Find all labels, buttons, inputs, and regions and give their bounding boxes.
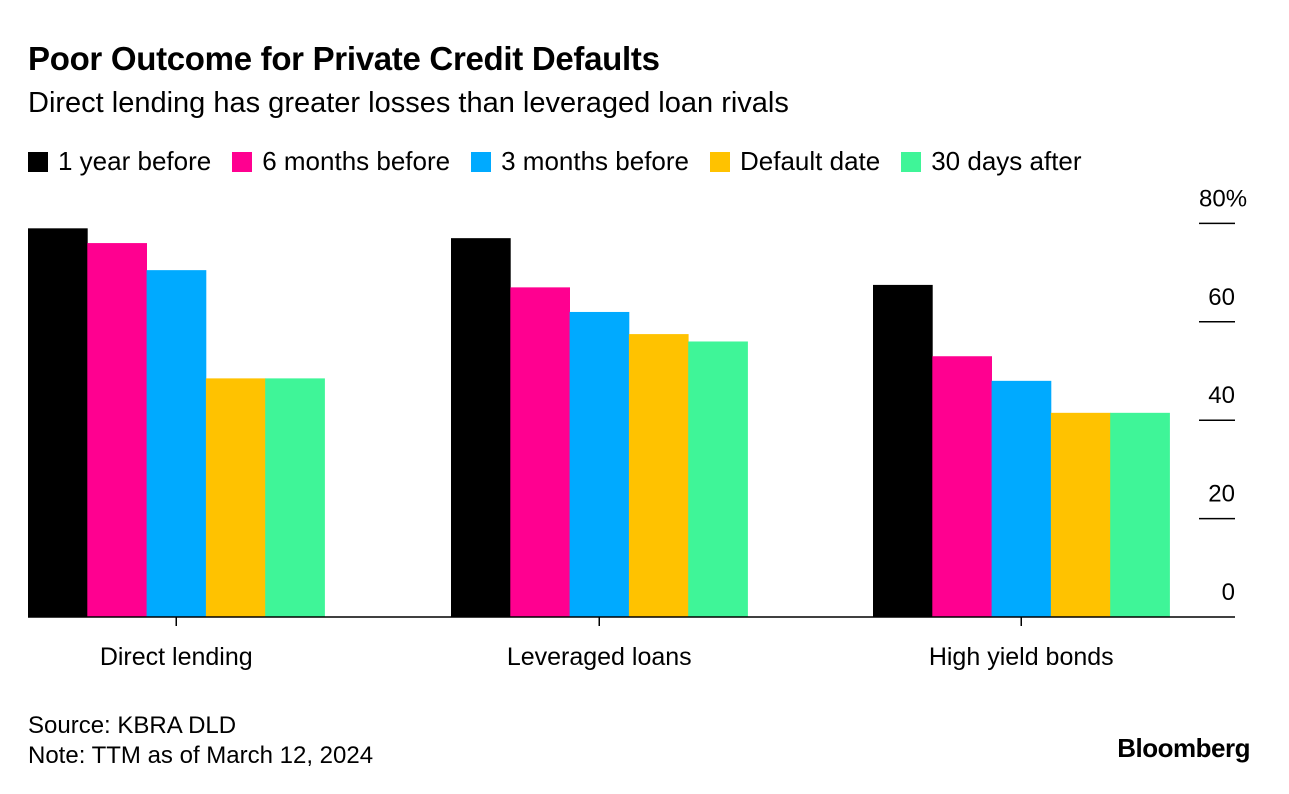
legend-item: 1 year before — [28, 146, 211, 177]
bar — [146, 270, 207, 617]
legend-label: 30 days after — [931, 146, 1082, 176]
bar — [451, 238, 511, 617]
bar — [1050, 412, 1111, 617]
y-tick-label: 0 — [1222, 579, 1235, 606]
bar — [932, 356, 992, 617]
legend-label: Default date — [740, 146, 881, 176]
legend-swatch — [901, 151, 922, 172]
note-text: Note: TTM as of March 12, 2024 — [28, 742, 374, 769]
legend-swatch — [28, 151, 48, 172]
x-tick-label: Leveraged loans — [507, 643, 692, 671]
bar — [628, 334, 689, 617]
legend-item: Default date — [710, 146, 880, 177]
bar — [28, 228, 88, 617]
source-text: Source: KBRA DLD — [28, 712, 237, 739]
legend-swatch — [710, 151, 730, 172]
source-notes: Source: KBRA DLD Note: TTM as of March 1… — [28, 711, 373, 771]
bar — [688, 341, 748, 617]
legend-label: 3 months before — [501, 146, 689, 176]
bloomberg-logo: Bloomberg — [1117, 733, 1250, 763]
chart-title: Poor Outcome for Private Credit Defaults — [28, 40, 660, 77]
legend-swatch — [232, 151, 253, 172]
chart-subtitle: Direct lending has greater losses than l… — [28, 87, 789, 119]
y-tick-label: 80% — [1199, 185, 1247, 212]
legend-label: 6 months before — [262, 146, 451, 176]
bar — [265, 378, 325, 617]
x-tick-label: Direct lending — [100, 643, 253, 671]
bar — [510, 287, 570, 617]
bar — [87, 243, 147, 617]
bar — [991, 380, 1052, 617]
y-tick-label: 60 — [1208, 284, 1235, 311]
y-tick-label: 40 — [1208, 382, 1235, 409]
bar — [205, 378, 266, 617]
legend-swatch — [471, 151, 492, 172]
legend-label: 1 year before — [58, 146, 212, 176]
bar-chart: 0 20 40 60 80% Direct lending Leveraged loans H… — [28, 185, 1247, 671]
y-tick-label: 20 — [1208, 481, 1235, 508]
legend-item: 3 months before — [471, 146, 689, 177]
bar — [1110, 412, 1170, 617]
bar — [569, 311, 630, 617]
legend-item: 6 months before — [232, 146, 450, 177]
legend: 1 year before 6 months before 3 months bef… — [28, 146, 1103, 177]
legend-item: 30 days after — [901, 146, 1082, 177]
bar — [873, 284, 933, 617]
x-tick-label: High yield bonds — [929, 643, 1114, 671]
